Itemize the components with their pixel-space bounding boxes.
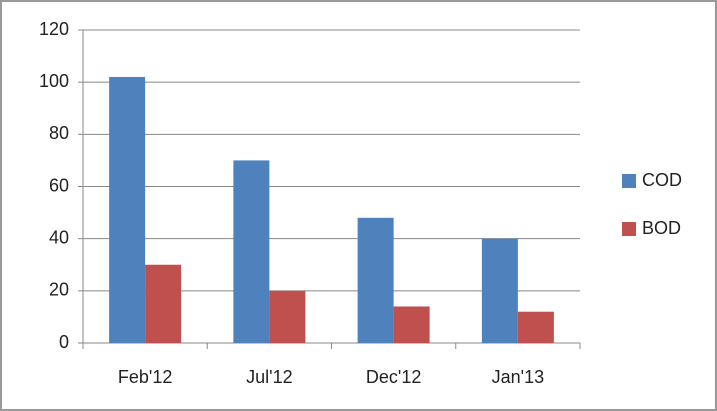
- bar: [517, 311, 554, 343]
- x-tick-label: Feb'12: [118, 367, 172, 387]
- x-tick-label: Jul'12: [246, 367, 292, 387]
- bar: [269, 290, 306, 343]
- legend-label: COD: [642, 170, 682, 190]
- y-tick-label: 120: [39, 19, 69, 39]
- bar: [109, 76, 146, 343]
- legend-swatch: [622, 222, 636, 236]
- legend-swatch: [622, 174, 636, 188]
- y-tick-label: 40: [49, 227, 69, 247]
- bar: [145, 264, 182, 343]
- legend-label: BOD: [642, 218, 681, 238]
- bar: [233, 160, 270, 343]
- y-tick-label: 0: [59, 332, 69, 352]
- y-tick-label: 80: [49, 123, 69, 143]
- bar: [393, 306, 430, 343]
- bar: [481, 238, 518, 343]
- y-tick-label: 20: [49, 280, 69, 300]
- x-tick-label: Dec'12: [366, 367, 421, 387]
- y-tick-label: 100: [39, 71, 69, 91]
- x-tick-label: Jan'13: [492, 367, 544, 387]
- y-tick-label: 60: [49, 175, 69, 195]
- bar: [357, 217, 394, 343]
